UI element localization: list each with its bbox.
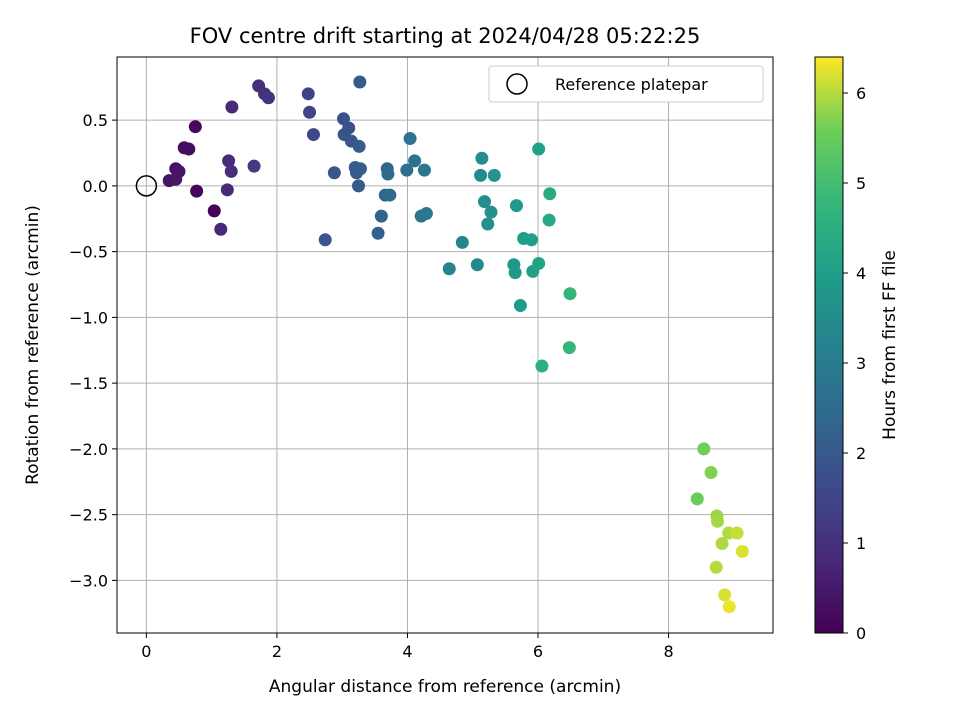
data-point: [563, 287, 577, 301]
colorbar: 0 1 2 3 4 5 6 Hours from first FF file: [814, 56, 900, 643]
data-point: [711, 514, 725, 528]
data-point: [225, 100, 239, 114]
data-point: [524, 233, 538, 247]
data-point: [182, 142, 196, 156]
data-point: [543, 187, 557, 201]
legend-reference-marker: [506, 73, 528, 95]
data-point: [542, 213, 556, 227]
data-point: [207, 204, 221, 218]
plot-area-frame: [116, 56, 774, 634]
colorbar-tick-label: 0: [856, 624, 866, 643]
data-point: [722, 600, 736, 614]
data-point: [374, 209, 388, 223]
colorbar-tick-label: 6: [856, 84, 866, 103]
data-point: [371, 226, 385, 240]
data-point: [470, 258, 484, 272]
data-point: [261, 91, 275, 105]
data-point: [715, 537, 729, 551]
data-point: [704, 466, 718, 480]
data-point: [532, 256, 546, 270]
data-point: [442, 262, 456, 276]
data-point: [535, 359, 549, 373]
colorbar-tick-label: 4: [856, 264, 866, 283]
x-tick-label: 6: [533, 642, 543, 661]
data-point: [306, 128, 320, 142]
data-point: [690, 492, 704, 506]
x-tick-label: 0: [141, 642, 151, 661]
data-point: [730, 526, 744, 540]
data-point: [697, 442, 711, 456]
data-point: [169, 172, 183, 186]
y-tick-label: −0.5: [69, 243, 108, 262]
data-point: [408, 154, 422, 168]
colorbar-tick-label: 5: [856, 174, 866, 193]
reference-marker: [135, 175, 158, 197]
data-point: [475, 151, 489, 165]
data-point: [342, 121, 356, 135]
data-point: [735, 544, 749, 558]
axis-ticks: 0 2 4 6 8 0.5 0.0 −0.5 −1.0 −1.5 −2.0 −2.5 −3.0: [69, 111, 674, 661]
data-point: [709, 560, 723, 574]
data-point: [353, 75, 367, 89]
x-tick-label: 4: [402, 642, 412, 661]
x-tick-label: 8: [663, 642, 673, 661]
data-point: [188, 120, 202, 134]
data-point: [718, 588, 732, 602]
data-point: [481, 217, 495, 231]
data-point: [419, 206, 433, 220]
data-point: [214, 222, 228, 236]
data-point: [484, 205, 498, 219]
x-tick-label: 2: [272, 642, 282, 661]
data-point: [513, 299, 527, 313]
legend: Reference platepar: [488, 65, 764, 103]
data-point: [562, 341, 576, 355]
reference-marker-group: [135, 175, 158, 197]
data-point: [532, 142, 546, 156]
data-point: [508, 266, 522, 280]
legend-box: [488, 65, 764, 103]
y-tick-label: −1.0: [69, 308, 108, 327]
colorbar-label: Hours from first FF file: [880, 250, 900, 440]
data-point: [318, 233, 332, 247]
colorbar-tick-label: 2: [856, 444, 866, 463]
y-tick-label: 0.5: [83, 111, 108, 130]
data-point: [222, 154, 236, 168]
data-point: [381, 167, 395, 181]
data-point: [383, 188, 397, 202]
colorbar-ticks: 0 1 2 3 4 5 6: [843, 84, 866, 643]
data-point: [455, 235, 469, 249]
data-point: [303, 105, 317, 119]
y-tick-label: 0.0: [83, 177, 108, 196]
y-tick-label: −2.5: [69, 506, 108, 525]
data-point: [477, 195, 491, 209]
x-axis-label: Angular distance from reference (arcmin): [269, 677, 621, 697]
data-point: [352, 179, 366, 193]
data-point: [474, 168, 488, 182]
grid: [117, 57, 773, 633]
data-point: [327, 166, 341, 180]
y-tick-label: −3.0: [69, 571, 108, 590]
data-point: [400, 163, 414, 177]
colorbar-tick-label: 1: [856, 534, 866, 553]
data-point: [247, 159, 261, 173]
data-point: [190, 184, 204, 198]
data-point: [220, 183, 234, 197]
data-point: [509, 199, 523, 213]
chart-title: FOV centre drift starting at 2024/04/28 …: [190, 24, 701, 48]
data-point: [417, 163, 431, 177]
legend-reference-label: Reference platepar: [555, 75, 708, 94]
data-point: [487, 168, 501, 182]
colorbar-tick-label: 3: [856, 354, 866, 373]
y-axis-label: Rotation from reference (arcmin): [23, 205, 43, 485]
data-point: [301, 87, 315, 101]
y-tick-label: −1.5: [69, 374, 108, 393]
colorbar-gradient: [814, 56, 844, 634]
scatter-points: [162, 75, 749, 614]
data-point: [403, 132, 417, 146]
data-point: [352, 139, 366, 153]
y-tick-label: −2.0: [69, 440, 108, 459]
data-point: [224, 164, 238, 178]
data-point: [353, 162, 367, 176]
